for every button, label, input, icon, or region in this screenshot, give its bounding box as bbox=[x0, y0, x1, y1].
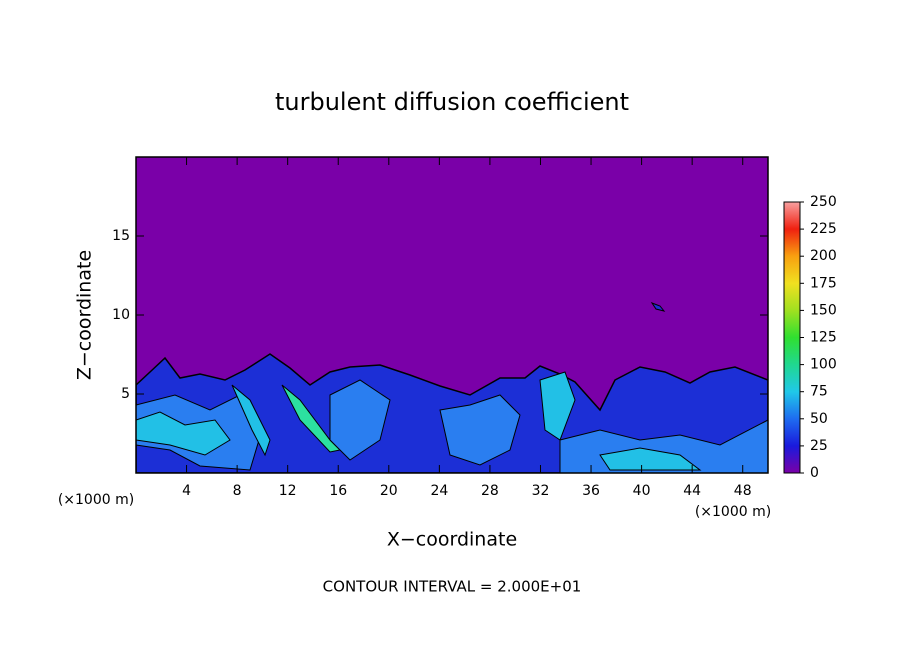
field-patch bbox=[136, 411, 231, 456]
y-tick-label: 10 bbox=[112, 307, 130, 323]
colorbar-tick-label: 125 bbox=[810, 330, 837, 346]
colorbar-tick-label: 50 bbox=[810, 411, 828, 427]
colorbar-tick-label: 75 bbox=[810, 384, 828, 400]
field-patch bbox=[329, 379, 391, 461]
x-tick-label: 20 bbox=[380, 483, 398, 499]
x-tick-label: 16 bbox=[329, 483, 347, 499]
field-patch bbox=[650, 301, 666, 312]
colorbar-tick-label: 25 bbox=[810, 438, 828, 454]
y-tick-label: 15 bbox=[112, 228, 130, 244]
x-tick-label: 4 bbox=[182, 483, 191, 499]
contour-note: CONTOUR INTERVAL = 2.000E+01 bbox=[323, 578, 582, 596]
x-tick-label: 32 bbox=[532, 483, 550, 499]
chart-title: turbulent diffusion coefficient bbox=[275, 88, 629, 116]
field-patch bbox=[439, 394, 521, 466]
x-unit-label: (×1000 m) bbox=[58, 492, 134, 508]
colorbar-tick-label: 200 bbox=[810, 248, 837, 264]
x-tick-label: 8 bbox=[233, 483, 242, 499]
x-tick-label: 28 bbox=[481, 483, 499, 499]
colorbar-tick-label: 225 bbox=[810, 221, 837, 237]
field-patch bbox=[539, 371, 576, 441]
x-tick-label: 44 bbox=[683, 483, 701, 499]
x-tick-label: 36 bbox=[582, 483, 600, 499]
x-axis-label: X−coordinate bbox=[387, 529, 517, 551]
colorbar-tick-label: 150 bbox=[810, 302, 837, 318]
x-tick-label: 24 bbox=[430, 483, 448, 499]
colorbar-tick-label: 250 bbox=[810, 194, 837, 210]
colorbar-tick-label: 175 bbox=[810, 275, 837, 291]
field-patch bbox=[231, 384, 271, 457]
x-tick-label: 12 bbox=[279, 483, 297, 499]
colorbar-tick-label: 0 bbox=[810, 465, 819, 481]
x-tick-label: 48 bbox=[734, 483, 752, 499]
x-tick-label: 40 bbox=[633, 483, 651, 499]
colorbar-tick-label: 100 bbox=[810, 357, 837, 373]
x-unit-label: (×1000 m) bbox=[695, 504, 771, 520]
field bbox=[136, 301, 768, 473]
y-tick-label: 5 bbox=[121, 386, 130, 402]
y-axis-label: Z−coordinate bbox=[74, 250, 96, 380]
colorbar bbox=[783, 201, 801, 474]
field-patch bbox=[599, 447, 702, 471]
